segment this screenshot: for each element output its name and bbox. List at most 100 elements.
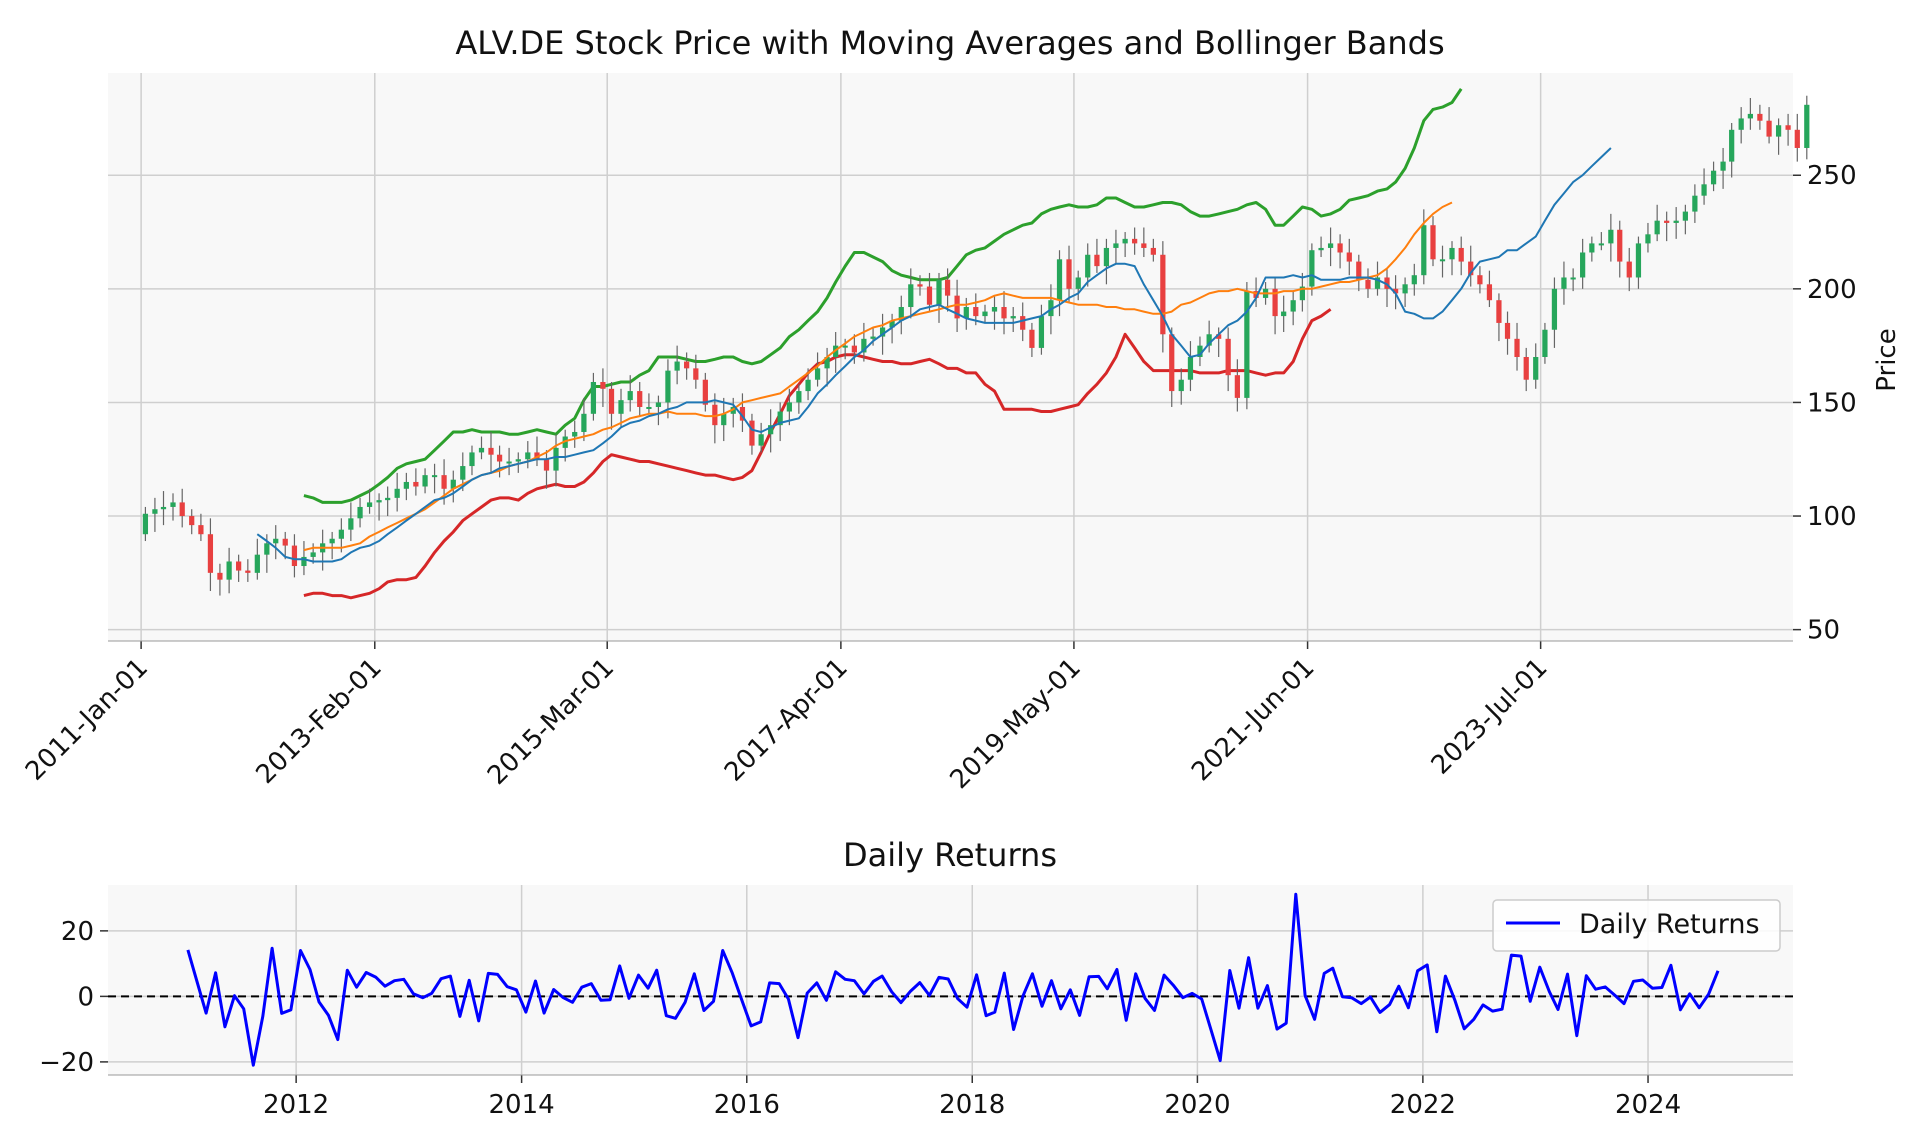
candle-down (1216, 334, 1222, 339)
candle-down (441, 475, 447, 489)
candle-up (889, 320, 895, 328)
candle-down (1392, 288, 1399, 294)
candle-up (730, 406, 736, 414)
returns-y-tick-label: 20 (61, 917, 94, 947)
candle-up (1113, 243, 1119, 248)
candle-down (1346, 252, 1352, 262)
candle-up (366, 502, 373, 507)
candle-up (627, 391, 633, 401)
candle-down (851, 345, 857, 353)
candle-up (786, 402, 792, 412)
candle-down (1486, 284, 1493, 301)
candle-up (1738, 118, 1744, 130)
price-x-tick-label: 2019-May-01 (945, 653, 1087, 795)
candle-up (861, 338, 867, 353)
candle-up (469, 452, 475, 467)
candle-down (189, 516, 195, 526)
returns-x-tick-label: 2016 (714, 1090, 780, 1120)
candle-up (1402, 284, 1408, 294)
candle-up (450, 479, 456, 489)
candle-up (1327, 243, 1334, 248)
candle-up (1561, 277, 1567, 289)
candle-up (824, 357, 830, 369)
price-y-tick-label: 50 (1807, 616, 1840, 646)
candle-down (684, 361, 690, 369)
candle-up (1281, 311, 1287, 317)
candle-down (543, 459, 550, 471)
candle-up (525, 452, 531, 460)
candle-up (1729, 129, 1735, 162)
candle-up (310, 552, 316, 557)
legend-box (1492, 899, 1781, 952)
candle-down (1430, 225, 1436, 260)
candle-up (982, 311, 988, 317)
candle-down (1664, 220, 1670, 223)
candle-up (1075, 277, 1081, 289)
candle-down (1757, 113, 1763, 121)
candle-down (749, 420, 755, 446)
candle-down (236, 561, 242, 571)
price-plot-background (108, 73, 1793, 641)
candle-up (170, 502, 176, 507)
bollinger-upper-line (303, 88, 1463, 504)
candle-down (1523, 357, 1529, 380)
candle-down (637, 391, 643, 407)
candle-up (1804, 104, 1810, 148)
candle-up (273, 538, 279, 544)
candle-up (1570, 277, 1576, 280)
candle-down (1626, 261, 1632, 278)
candle-up (1692, 195, 1698, 212)
candle-up (226, 561, 232, 580)
candle-down (608, 388, 615, 414)
candle-up (1701, 184, 1707, 196)
candle-down (1141, 243, 1147, 248)
candle-up (1318, 247, 1324, 251)
candle-down (1029, 329, 1035, 348)
candle-up (1775, 125, 1782, 137)
candle-up (160, 506, 167, 510)
candle-up (1720, 161, 1726, 171)
candle-up (805, 379, 811, 392)
candle-up (422, 475, 428, 487)
candle-up (460, 466, 466, 480)
candle-down (1253, 291, 1259, 298)
candle-down (291, 545, 298, 567)
returns-y-tick-label: 0 (77, 982, 94, 1012)
candle-up (1449, 247, 1455, 260)
returns-x-tick-label: 2022 (1390, 1090, 1456, 1120)
candle-up (1290, 300, 1296, 312)
candle-up (403, 481, 409, 489)
candle-down (413, 481, 419, 487)
candle-down (954, 295, 960, 319)
candle-up (478, 447, 485, 453)
candle-down (973, 307, 979, 317)
candle-down (1365, 279, 1371, 289)
candle-up (1710, 170, 1717, 185)
candle-up (506, 461, 512, 464)
candle-up (1542, 329, 1548, 357)
returns-x-tick-label: 2012 (263, 1090, 329, 1120)
candle-down (944, 279, 951, 296)
returns-series (186, 892, 1720, 1067)
candle-up (1533, 357, 1539, 380)
candle-up (1374, 277, 1381, 289)
candle-down (488, 447, 494, 455)
candle-down (1384, 277, 1390, 289)
price-x-tick-label: 2015-Mar-01 (482, 653, 620, 791)
returns-x-tick-label: 2014 (489, 1090, 555, 1120)
candle-up (1589, 243, 1595, 253)
candle-up (1309, 250, 1315, 287)
candle-up (655, 402, 662, 407)
price-x-tick-label: 2017-Apr-01 (719, 653, 854, 788)
returns-x-tick-label: 2020 (1164, 1090, 1230, 1120)
candle-down (1496, 300, 1502, 323)
candle-up (385, 497, 391, 501)
returns-axes: −20 0 20 2012 2014 2016 2018 2020 2022 2024 (39, 917, 1793, 1120)
candle-up (264, 543, 270, 555)
candle-up (515, 459, 521, 462)
candle-down (739, 406, 746, 421)
candle-down (1785, 125, 1791, 130)
candle-up (1178, 379, 1184, 392)
candle-up (618, 400, 624, 414)
